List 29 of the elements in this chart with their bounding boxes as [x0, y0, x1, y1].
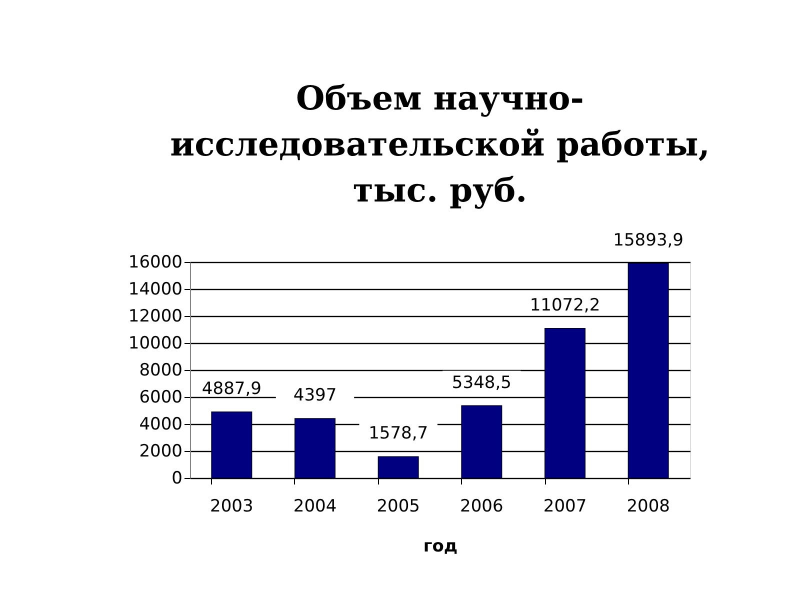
- data-label: 1578,7: [368, 424, 428, 444]
- bar: [544, 328, 586, 478]
- x-tick-label: 2007: [543, 496, 587, 516]
- bar: [211, 412, 252, 478]
- data-label: 4397: [293, 386, 337, 406]
- x-tick-label: 2003: [210, 496, 254, 516]
- y-tick-label: 4000: [139, 414, 182, 434]
- data-label: 5348,5: [452, 372, 512, 393]
- y-tick-label: 6000: [139, 388, 182, 408]
- x-tick-label: 2006: [460, 496, 504, 516]
- x-tick-label: 2008: [626, 496, 670, 516]
- y-tick-label: 10000: [128, 334, 182, 354]
- data-label: 15893,9: [613, 230, 684, 250]
- y-tick-label: 0: [172, 468, 182, 488]
- y-tick-label: 2000: [139, 442, 182, 462]
- x-tick-label: 2005: [376, 496, 420, 516]
- bar: [628, 262, 669, 478]
- y-tick-label: 14000: [128, 280, 182, 300]
- bar: [294, 418, 336, 478]
- x-axis-title: год: [423, 536, 458, 556]
- bar: [378, 456, 419, 478]
- data-label: 11072,2: [530, 296, 600, 316]
- data-label: 4887,9: [202, 379, 262, 400]
- y-tick-label: 16000: [128, 252, 182, 272]
- bar: [461, 405, 502, 478]
- y-tick-label: 12000: [128, 306, 182, 326]
- y-tick-label: 8000: [139, 360, 182, 380]
- x-tick-label: 2004: [293, 496, 337, 516]
- chart-title: Объем научно- исследовательской работы, тыс. руб.: [170, 78, 710, 210]
